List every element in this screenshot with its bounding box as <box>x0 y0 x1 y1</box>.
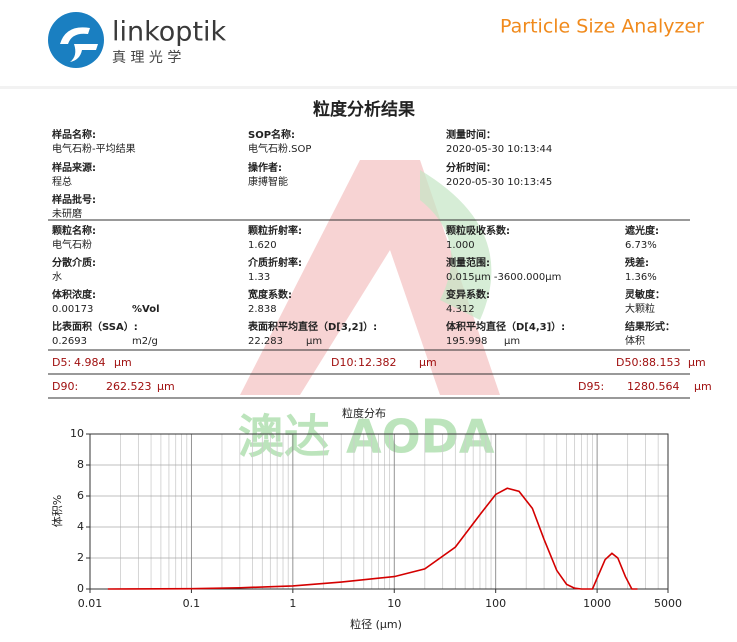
d-value: 262.523 <box>106 380 152 393</box>
field-value: 0.2693 <box>52 336 87 347</box>
field-label: 变异系数: <box>446 288 490 301</box>
d-label: D90: <box>52 380 78 393</box>
brand-cn: 真 理 光 学 <box>112 50 181 66</box>
field-label: 体积平均直径（D[4,3]）: <box>446 320 565 333</box>
field-value: 未研磨 <box>52 208 82 220</box>
x-tick-label: 1 <box>289 597 296 610</box>
field-value: 程总 <box>52 175 72 188</box>
field-value: 体积 <box>625 335 645 347</box>
field-label: SOP名称: <box>248 128 295 141</box>
field-value: 2020-05-30 10:13:45 <box>446 177 552 188</box>
field-label: 结果形式： <box>625 320 675 333</box>
field-unit: %Vol <box>132 304 160 315</box>
field-label: 比表面积（SSA）: <box>52 320 138 333</box>
field-label: 样品名称: <box>52 128 96 141</box>
field-value: 水 <box>52 271 62 283</box>
field-value: 0.015μm -3600.000μm <box>446 272 561 283</box>
brand: linkoptik <box>112 17 227 48</box>
field-unit: μm <box>504 336 520 347</box>
x-axis-label: 粒径 (μm) <box>350 617 402 631</box>
x-tick-label: 10 <box>387 597 401 610</box>
field-value: 电气石粉.SOP <box>248 142 311 155</box>
field-unit: μm <box>306 336 322 347</box>
field-value: 4.312 <box>446 304 475 315</box>
field-value: 2.838 <box>248 304 277 315</box>
y-tick-label: 2 <box>77 551 84 564</box>
d-unit: μm <box>157 380 175 393</box>
field-label: 颗粒名称: <box>52 224 96 237</box>
field-value: 1.620 <box>248 240 277 251</box>
y-tick-label: 4 <box>77 520 84 533</box>
field-value: 2020-05-30 10:13:44 <box>446 144 552 155</box>
logo-mark <box>60 27 98 62</box>
logo <box>48 12 104 68</box>
d-unit: μm <box>688 356 706 369</box>
field-unit: m2/g <box>132 336 158 347</box>
d-value: 4.984 <box>74 356 106 369</box>
field-label: 测量范围: <box>446 256 490 269</box>
field-label: 表面积平均直径（D[3,2]）: <box>247 320 377 333</box>
field-label: 体积浓度: <box>52 288 96 301</box>
d-label: D95: <box>578 380 604 393</box>
d-value: 1280.564 <box>627 380 680 393</box>
field-label: 分析时间： <box>446 161 496 174</box>
chart-title: 粒度分布 <box>342 406 386 420</box>
field-value: 195.998 <box>446 336 487 347</box>
field-label: 灵敏度： <box>625 288 665 301</box>
watermark-swoosh <box>420 170 492 320</box>
field-value: 1.000 <box>446 240 475 251</box>
d-unit: μm <box>114 356 132 369</box>
field-label: 颗粒吸收系数: <box>446 224 510 237</box>
field-label: 样品来源: <box>52 161 96 174</box>
field-value: 0.00173 <box>52 304 93 315</box>
y-tick-label: 8 <box>77 458 84 471</box>
y-tick-label: 0 <box>77 582 84 595</box>
field-value: 6.73% <box>625 240 657 251</box>
d-value: 12.382 <box>358 356 397 369</box>
field-label: 操作者: <box>248 161 282 174</box>
y-axis-label: 体积% <box>50 495 64 527</box>
field-label: 测量时间： <box>446 128 496 141</box>
field-label: 介质折射率: <box>247 256 302 269</box>
x-tick-label: 0.01 <box>78 597 103 610</box>
x-tick-label: 5000 <box>654 597 682 610</box>
field-value: 电气石粉-平均结果 <box>52 142 136 155</box>
x-tick-label: 1000 <box>583 597 611 610</box>
field-label: 残差: <box>625 256 649 269</box>
d-label: D5: <box>52 356 71 369</box>
plot-frame <box>89 433 669 590</box>
x-tick-label: 100 <box>485 597 506 610</box>
field-label: 遮光度: <box>625 224 659 237</box>
header-shadow <box>0 86 737 89</box>
y-tick-label: 6 <box>77 489 84 502</box>
distribution-line <box>107 487 638 590</box>
field-value: 1.33 <box>248 272 270 283</box>
d-label: D50: <box>616 356 642 369</box>
field-value: 22.283 <box>248 336 283 347</box>
field-value: 1.36% <box>625 272 657 283</box>
watermark-text: 澳达 AODA <box>238 410 495 464</box>
field-label: 分散介质: <box>52 256 96 269</box>
d-value: 88.153 <box>642 356 681 369</box>
field-value: 电气石粉 <box>52 238 92 251</box>
d-unit: μm <box>419 356 437 369</box>
x-tick-label: 0.1 <box>183 597 201 610</box>
product-name: Particle Size Analyzer <box>500 16 704 38</box>
d-label: D10: <box>331 356 357 369</box>
field-label: 宽度系数: <box>247 288 292 301</box>
field-value: 大颗粒 <box>625 302 655 315</box>
y-tick-label: 10 <box>70 427 84 440</box>
field-label: 样品批号: <box>52 193 96 206</box>
field-label: 颗粒折射率: <box>248 224 302 237</box>
d-unit: μm <box>694 380 712 393</box>
report-title: 粒度分析结果 <box>313 99 415 120</box>
field-value: 康搏智能 <box>248 175 288 188</box>
watermark-a <box>240 160 500 395</box>
